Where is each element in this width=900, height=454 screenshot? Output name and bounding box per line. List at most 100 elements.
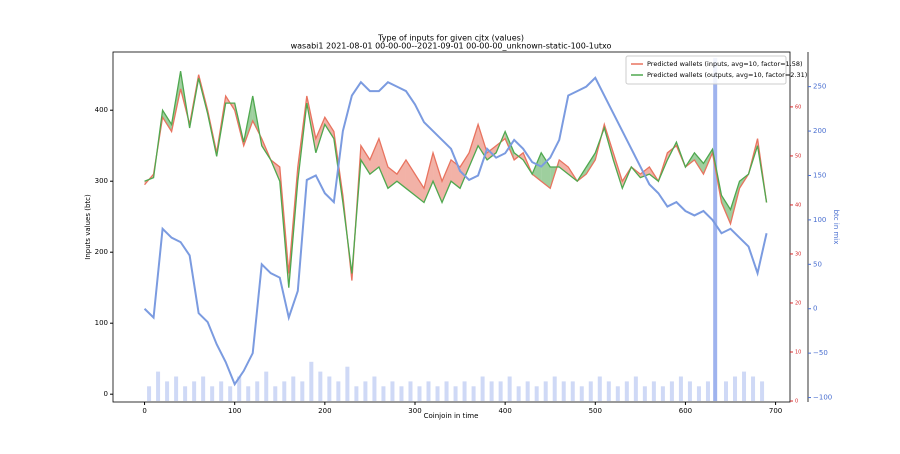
y-tick-label: 300: [95, 177, 108, 185]
bar: [237, 376, 242, 402]
bar: [723, 381, 728, 402]
bar: [733, 376, 738, 402]
bar: [183, 386, 188, 402]
bar: [705, 381, 710, 402]
y-tick-label: 200: [95, 248, 108, 256]
bar: [597, 376, 602, 402]
bar: [165, 381, 170, 402]
legend-label: Predicted wallets (inputs, avg=10, facto…: [647, 60, 803, 68]
chart-subtitle: wasabi1 2021-08-01 00-00-00--2021-09-01 …: [291, 42, 612, 51]
bar: [219, 381, 224, 402]
bar: [588, 381, 593, 402]
bar: [318, 371, 323, 402]
bar: [615, 386, 620, 402]
x-tick-label: 200: [318, 407, 331, 415]
bar: [354, 386, 359, 402]
bar: [651, 381, 656, 402]
y2-tick-label: 200: [813, 127, 826, 135]
fill-between: [694, 152, 704, 175]
bar: [273, 386, 278, 402]
x-tick-label: 700: [769, 407, 782, 415]
bar: [453, 386, 458, 402]
bar: [516, 386, 521, 402]
chart-title: Type of inputs for given cjtx (values): [377, 34, 524, 43]
y2-tick-label: 0: [813, 305, 817, 313]
bar: [543, 381, 548, 402]
plot-frame: [112, 51, 791, 403]
bar: [363, 381, 368, 402]
bar: [417, 386, 422, 402]
y3-tick-label: 30: [795, 251, 801, 257]
legend-label: Predicted wallets (outputs, avg=10, fact…: [647, 71, 807, 79]
y-tick-label: 0: [104, 390, 108, 398]
bar: [381, 386, 386, 402]
bar: [525, 381, 530, 402]
bar: [696, 386, 701, 402]
y-tick-label: 100: [95, 319, 108, 327]
bar: [534, 386, 539, 402]
bar: [642, 386, 647, 402]
bar: [408, 381, 413, 402]
bar: [435, 386, 440, 402]
y2-tick-label: −50: [813, 349, 828, 357]
bar: [201, 376, 206, 402]
bar: [561, 381, 566, 402]
x-tick-label: 400: [498, 407, 511, 415]
y3-tick-label: 0: [795, 399, 798, 405]
bar: [552, 376, 557, 402]
y3-tick-label: 20: [795, 300, 801, 306]
bar: [660, 386, 665, 402]
bar: [300, 381, 305, 402]
legend-box: [625, 55, 787, 85]
bar: [210, 386, 215, 402]
bar: [192, 381, 197, 402]
fill-between: [433, 152, 443, 203]
bar: [291, 376, 296, 402]
bar: [669, 381, 674, 402]
bar: [426, 381, 431, 402]
bar: [489, 381, 494, 402]
bar: [751, 376, 756, 402]
x-tick-label: 100: [228, 407, 241, 415]
bar: [633, 376, 638, 402]
x-tick-label: 500: [589, 407, 602, 415]
bar: [742, 371, 747, 402]
y2-axis-label: btc in mix: [832, 210, 840, 245]
bar: [255, 381, 260, 402]
bar: [228, 386, 233, 402]
bar: [156, 371, 161, 402]
fill-between: [414, 174, 425, 203]
bar: [462, 381, 467, 402]
bar: [309, 361, 314, 402]
fill-between: [541, 152, 551, 189]
fill-between: [460, 152, 470, 189]
bar: [687, 381, 692, 402]
x-tick-label: 600: [679, 407, 692, 415]
y-axis-label: Inputs values (btc): [84, 194, 92, 260]
fill-between: [469, 124, 479, 168]
bar: [444, 381, 449, 402]
fill-between: [162, 110, 172, 132]
fill-between: [324, 117, 334, 139]
fill-between: [396, 159, 406, 189]
fill-between: [559, 159, 569, 175]
y2-tick-label: 150: [813, 171, 826, 179]
bar: [174, 376, 179, 402]
x-axis-label: Coinjoin in time: [424, 412, 479, 420]
bar: [498, 381, 503, 402]
bar: [579, 386, 584, 402]
y3-tick-label: 50: [795, 153, 801, 159]
bar: [760, 381, 765, 402]
bar: [399, 386, 404, 402]
y2-tick-label: 250: [813, 83, 826, 91]
bar: [624, 381, 629, 402]
bar: [713, 57, 718, 402]
y2-tick-label: 50: [813, 260, 822, 268]
fill-between: [442, 159, 452, 203]
y2-tick-label: 100: [813, 216, 826, 224]
bar: [372, 376, 377, 402]
fill-between: [378, 138, 388, 189]
series-line: [144, 74, 768, 281]
bar: [336, 381, 341, 402]
